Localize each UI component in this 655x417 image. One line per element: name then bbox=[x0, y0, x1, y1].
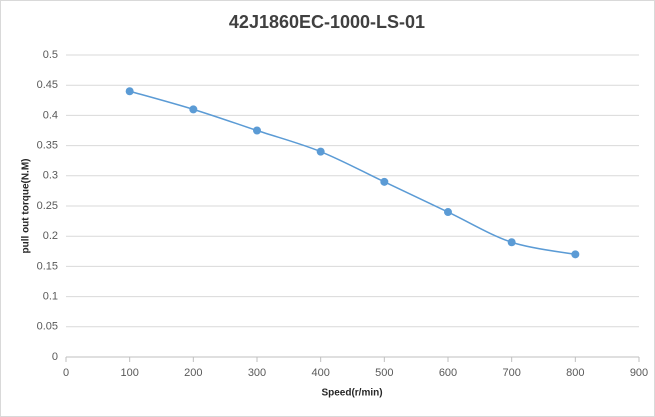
y-tick-label: 0.1 bbox=[43, 291, 58, 303]
y-tick-label: 0.5 bbox=[43, 49, 58, 61]
data-point bbox=[125, 87, 134, 96]
y-tick-label: 0.35 bbox=[37, 140, 58, 152]
y-axis-title: pull out torque(N.M) bbox=[21, 159, 32, 254]
data-point bbox=[507, 238, 516, 247]
x-tick-label: 400 bbox=[311, 367, 329, 379]
x-tick-label: 500 bbox=[375, 367, 393, 379]
data-point bbox=[571, 250, 580, 259]
y-tick-label: 0.25 bbox=[37, 200, 58, 212]
x-tick-label: 700 bbox=[502, 367, 520, 379]
data-point bbox=[444, 208, 452, 217]
x-tick-label: 200 bbox=[184, 367, 202, 379]
data-point bbox=[316, 147, 325, 156]
y-tick-label: 0.4 bbox=[43, 109, 58, 121]
y-tick-label: 0.45 bbox=[37, 79, 58, 91]
y-tick-label: 0.15 bbox=[37, 260, 58, 272]
data-point bbox=[189, 105, 198, 114]
data-point bbox=[380, 177, 389, 186]
chart-title: 42J1860EC-1000-LS-01 bbox=[229, 12, 425, 32]
y-tick-label: 0.2 bbox=[43, 230, 58, 242]
series-line bbox=[129, 90, 576, 256]
x-tick-label: 900 bbox=[630, 367, 648, 379]
x-tick-label: 600 bbox=[439, 367, 457, 379]
data-point bbox=[253, 126, 261, 135]
x-tick-label: 0 bbox=[63, 367, 69, 379]
x-tick-label: 800 bbox=[566, 367, 584, 379]
y-tick-label: 0 bbox=[52, 351, 58, 363]
x-tick-label: 100 bbox=[120, 367, 138, 379]
x-tick-label: 300 bbox=[248, 367, 266, 379]
y-tick-label: 0.3 bbox=[43, 170, 58, 182]
x-axis-title: Speed(r/min) bbox=[321, 388, 382, 399]
y-tick-label: 0.05 bbox=[37, 321, 58, 333]
